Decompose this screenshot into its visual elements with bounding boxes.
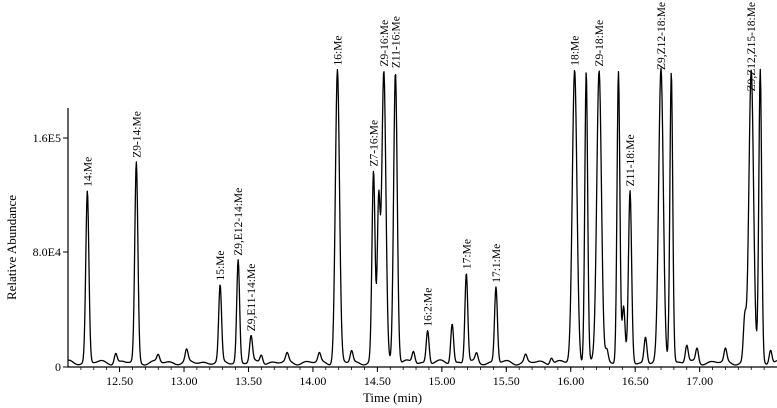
y-tick-label: 0 <box>55 360 61 374</box>
y-axis-label: Relative Abundance <box>4 195 19 300</box>
x-tick-label: 13.50 <box>235 374 262 388</box>
peak-label: 17:Me <box>461 239 473 269</box>
x-tick-label: 15.50 <box>493 374 520 388</box>
peak-label: Z9,Z12-18:Me <box>656 2 668 70</box>
y-tick-label: 8.0E4 <box>33 245 61 259</box>
peak-label: Z9,E11-14:Me <box>246 264 258 332</box>
peak-label: Z11-16:Me <box>390 16 402 68</box>
peak-label: 18:Me <box>570 36 582 66</box>
peak-labels: 14:Me Z9-14:Me 15:Me Z9,E12-14:MeZ9,E11-14:… <box>82 2 758 331</box>
x-tick-label: 16.50 <box>622 374 649 388</box>
x-tick-label: 14.00 <box>299 374 326 388</box>
peak-label: Z7-16:Me <box>369 120 381 167</box>
y-tick-label: 1.6E5 <box>33 131 61 145</box>
x-tick-label: 15.00 <box>428 374 455 388</box>
peak-label: Z9-18:Me <box>594 20 606 67</box>
chromatogram-trace <box>67 67 777 366</box>
x-tick-label: 14.50 <box>364 374 391 388</box>
peak-label: Z9,E12-14:Me <box>233 188 245 256</box>
x-tick-label: 16.00 <box>557 374 584 388</box>
peak-label: 15:Me <box>215 250 227 280</box>
peak-label: Z9-14:Me <box>131 111 143 158</box>
peak-label: 16:2:Me <box>423 288 435 327</box>
x-tick-label: 17.00 <box>686 374 713 388</box>
peak-label: Z9,Z12,Z15-18:Me <box>746 2 758 91</box>
peak-label: Z9-16:Me <box>379 20 391 67</box>
peak-label: 16:Me <box>332 35 344 65</box>
x-axis-label: Time (min) <box>363 390 422 405</box>
axis-ticks: 12.50 13.00 13.50 14.00 14.50 15.00 15.50 16.00… <box>33 131 765 388</box>
x-tick-label: 12.50 <box>106 374 133 388</box>
peak-label: Z11-18:Me <box>625 134 637 186</box>
peak-label: 14:Me <box>82 157 94 187</box>
axes <box>67 108 777 368</box>
peak-label: 17:1:Me <box>491 244 503 283</box>
x-tick-label: 13.00 <box>171 374 198 388</box>
